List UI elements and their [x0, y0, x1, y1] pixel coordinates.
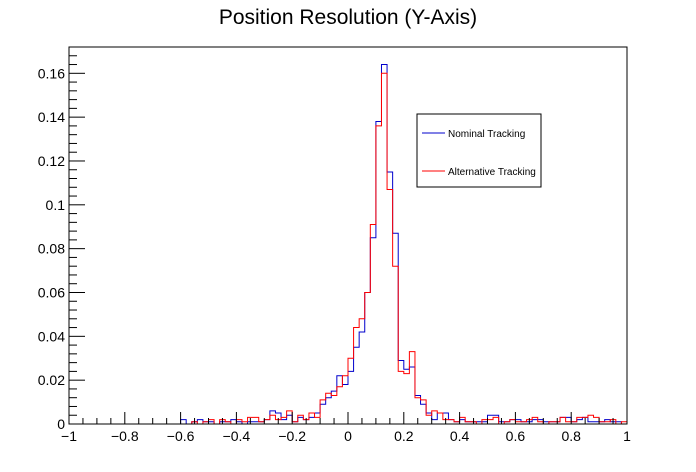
x-tick-label: 0.2	[394, 428, 414, 444]
y-tick-label: 0.12	[38, 153, 65, 169]
y-tick-label: 0.1	[46, 197, 66, 213]
x-tick-label: −1	[61, 428, 77, 444]
y-tick-label: 0.02	[38, 372, 65, 388]
legend-label-nominal-tracking: Nominal Tracking	[448, 129, 525, 140]
y-tick-label: 0.14	[38, 109, 65, 125]
x-tick-label: −0.4	[223, 428, 251, 444]
x-tick-label: −0.8	[111, 428, 139, 444]
y-tick-label: 0.04	[38, 328, 65, 344]
legend: Nominal Tracking Alternative Tracking	[416, 113, 542, 188]
y-tick-label: 0	[57, 416, 65, 432]
series-nominal-tracking	[69, 64, 627, 425]
x-tick-label: −0.2	[278, 428, 306, 444]
x-tick-label: 0	[344, 428, 352, 444]
y-tick-label: 0.16	[38, 65, 65, 81]
x-tick-label: 0.6	[506, 428, 526, 444]
axes: −1 −0.8 −0.6 −0.4 −0.2 0 0.2 0.4 0.6 0.8 1 0 0.02 0.0…	[38, 46, 631, 444]
chart-title: Position Resolution (Y-Axis)	[219, 6, 477, 29]
x-tick-label: 1	[623, 428, 631, 444]
x-tick-label: 0.8	[561, 428, 581, 444]
series-alternative-tracking	[69, 72, 627, 425]
plot-area	[69, 64, 627, 425]
legend-box	[416, 113, 542, 188]
y-tick-label: 0.08	[38, 241, 65, 257]
y-tick-label: 0.06	[38, 284, 65, 300]
legend-label-alternative-tracking: Alternative Tracking	[448, 167, 536, 178]
x-tick-label: −0.6	[167, 428, 195, 444]
x-tick-label: 0.4	[450, 428, 470, 444]
